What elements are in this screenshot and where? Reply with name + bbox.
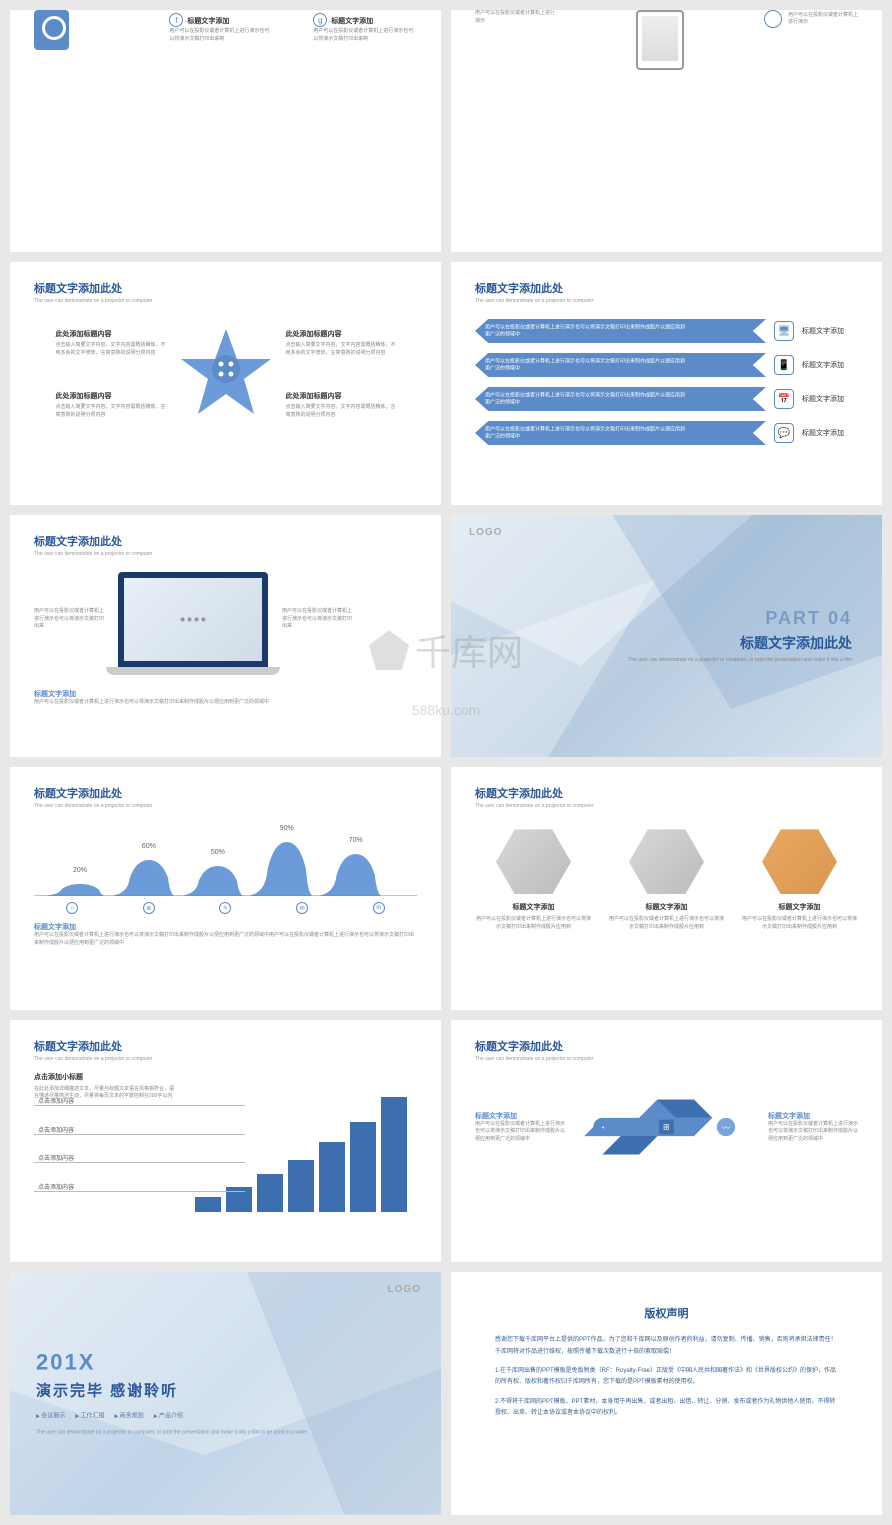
tag-1: 工作汇报 (75, 1411, 104, 1420)
star-quad-tr: 此处添加标题内容点击输入简要文字内容，文字内容需概括精炼，不用多余的文字修饰，言… (286, 329, 396, 357)
s1-item-2: g标题文字添加 用户可以在投影仪或者计算机上进行演示也可以将演示文稿打印出来制 (313, 10, 417, 43)
slide-title: 标题文字添加此处 (34, 533, 417, 549)
svg-text:⊞: ⊞ (663, 1122, 670, 1131)
growth-bar-4 (319, 1142, 345, 1212)
slide-subtitle: The user can demonstrate on a projector … (475, 803, 858, 809)
tag-2: 商务规划 (115, 1411, 144, 1420)
laptop-bottom-label: 标题文字添加 (34, 689, 417, 699)
slide-subtitle: The user can demonstrate on a projector … (34, 1056, 417, 1062)
arrow-row-0: 用户可以在投影仪或者计算机上进行演示也可以将演示文稿打印出来制作成胶片以便应用到… (475, 319, 858, 343)
tag-0: 会议展示 (36, 1411, 65, 1420)
chart-icon-0: ⌂ (66, 902, 78, 914)
chart-foot-text: 用户可以在投影仪或者计算机上进行演示也可以将演示文稿打印出来制作成胶片以便应用到… (34, 932, 417, 947)
slide-7-chart: 标题文字添加此处 The user can demonstrate on a p… (10, 767, 441, 1009)
slide-title: 标题文字添加此处 (475, 785, 858, 801)
part-number: PART 04 (628, 608, 852, 629)
arrow-row-1: 用户可以在投影仪或者计算机上进行演示也可以将演示文稿打印出来制作成胶片以便应用到… (475, 353, 858, 377)
laptop-mockup: ◉ ◉ ◉ ◉ (118, 572, 268, 667)
arrow-row-3: 用户可以在投影仪或者计算机上进行演示也可以将演示文稿打印出来制作成胶片以便应用到… (475, 421, 858, 445)
phone-mockup (636, 10, 684, 70)
slide-subtitle: The user can demonstrate on a projector … (475, 1056, 858, 1062)
slide-title: 标题文字添加此处 (34, 1038, 417, 1054)
svg-text:◔: ◔ (600, 1123, 605, 1132)
copyright-title: 版权声明 (475, 1305, 858, 1321)
pct-label-4: 70% (349, 837, 363, 844)
logo: LOGO (388, 1284, 421, 1295)
year: 201X (36, 1350, 307, 1376)
pct-label-3: 90% (280, 825, 294, 832)
slide-subtitle: The user can demonstrate on a projector … (34, 551, 417, 557)
slide-subtitle: The user can demonstrate on a projector … (34, 298, 417, 304)
chart-icon-4: in (373, 902, 385, 914)
zig-left: 标题文字添加 用户可以在投影仪或者计算机上进行演示也可以将演示文稿打印出来制作成… (475, 1111, 565, 1144)
star-quad-tl: 此处添加标题内容点击输入简要文字内容，文字内容需概括精炼，不用多余的文字修饰，言… (56, 329, 166, 357)
svg-text:〰: 〰 (722, 1123, 731, 1132)
section-title: 标题文字添加此处 (628, 633, 852, 653)
growth-bar-5 (350, 1122, 376, 1212)
arrow-icon-3: 💬 (774, 423, 794, 443)
facebook-icon: f (169, 13, 183, 27)
hexagon-1 (629, 829, 704, 894)
laptop-text-right: 用户可以在投影仪或者计算机上进行演示也可以将演示文稿打印出来 (282, 608, 352, 631)
arrow-row-2: 用户可以在投影仪或者计算机上进行演示也可以将演示文稿打印出来制作成胶片以便应用到… (475, 387, 858, 411)
slide-12-copyright: 版权声明 感谢您下载千库网平台上提供的PPT作品，为了您和千库网以及原创作者的利… (451, 1272, 882, 1514)
growth-bar-3 (288, 1160, 314, 1212)
s2-text-right: 用户可以在投影仪或者计算机上进行演示 (788, 12, 858, 27)
magnifier-icon (34, 10, 69, 50)
slide-9-growth: 标题文字添加此处 The user can demonstrate on a p… (10, 1020, 441, 1262)
slide-6-part04: LOGO PART 04 标题文字添加此处 The user can demon… (451, 515, 882, 757)
circle-icon (764, 10, 782, 28)
slide-subtitle: The user can demonstrate on a projector … (475, 298, 858, 304)
logo: LOGO (469, 527, 502, 538)
growth-bar-6 (381, 1097, 407, 1212)
star-quad-br: 此处添加标题内容点击输入简要文字内容，文字内容需概括精炼，言简意赅的说明分项内容 (286, 391, 396, 419)
thanks-text: 演示完毕 感谢聆听 (36, 1380, 307, 1401)
arrow-icon-1: 📱 (774, 355, 794, 375)
hex-item-0: 标题文字添加 用户可以在投影仪或者计算机上进行演示也可以将演示文稿打印出来制作成… (475, 829, 592, 931)
tag-3: 产品介绍 (154, 1411, 183, 1420)
pct-label-1: 60% (142, 843, 156, 850)
star-graphic: 此处添加标题内容点击输入简要文字内容，文字内容需概括精炼，不用多余的文字修饰，言… (176, 324, 276, 424)
chart-icon-1: ⊕ (143, 902, 155, 914)
closing-sub: The user can demonstrate on a projector … (36, 1430, 307, 1438)
section-subtitle: The user can demonstrate on a projector … (628, 657, 852, 665)
slide-5-laptop: 标题文字添加此处 The user can demonstrate on a p… (10, 515, 441, 757)
hexagon-0 (496, 829, 571, 894)
zigzag-graphic: ◔ ⊞ 〰 标题文字添加 标题文字添加 (575, 1087, 758, 1167)
slide-8-hexagons: 标题文字添加此处 The user can demonstrate on a p… (451, 767, 882, 1009)
s1-item-1: f标题文字添加 用户可以在投影仪或者计算机上进行演示也可以将演示文稿打印出来制 (169, 10, 273, 43)
slide-subtitle: The user can demonstrate on a projector … (34, 803, 417, 809)
slide-3-star: 标题文字添加此处 The user can demonstrate on a p… (10, 262, 441, 504)
star-quad-bl: 此处添加标题内容点击输入简要文字内容，文字内容需概括精炼，言简意赅的说明分项内容 (56, 391, 166, 419)
copyright-body: 感谢您下载千库网平台上提供的PPT作品，为了您和千库网以及原创作者的利益，请勿复… (475, 1335, 858, 1419)
slide-2: 用户可以在投影仪或者计算机上进行演示 用户可以在投影仪或者计算机上进行演示 (451, 10, 882, 252)
slide-10-zigzag: 标题文字添加此处 The user can demonstrate on a p… (451, 1020, 882, 1262)
slide-title: 标题文字添加此处 (475, 1038, 858, 1054)
slide-title: 标题文字添加此处 (34, 785, 417, 801)
google-icon: g (313, 13, 327, 27)
hex-item-1: 标题文字添加 用户可以在投影仪或者计算机上进行演示也可以将演示文稿打印出来制作成… (608, 829, 725, 931)
slide-4-arrows: 标题文字添加此处 The user can demonstrate on a p… (451, 262, 882, 504)
hexagon-2 (762, 829, 837, 894)
arrow-icon-0: 🖥 (774, 321, 794, 341)
laptop-text-left: 用户可以在投影仪或者计算机上进行演示也可以将演示文稿打印出来 (34, 608, 104, 631)
chart-foot-label: 标题文字添加 (34, 922, 417, 932)
slide-11-closing: LOGO 201X 演示完毕 感谢聆听 会议展示 工作汇报 商务规划 产品介绍 The… (10, 1272, 441, 1514)
slide-title: 标题文字添加此处 (34, 280, 417, 296)
chart-icon-2: ✎ (219, 902, 231, 914)
pct-label-2: 50% (211, 849, 225, 856)
arrow-icon-2: 📅 (774, 389, 794, 409)
hex-item-2: 标题文字添加 用户可以在投影仪或者计算机上进行演示也可以将演示文稿打印出来制作成… (741, 829, 858, 931)
slide-title: 标题文字添加此处 (475, 280, 858, 296)
watermark-sub: 588ku.com (412, 702, 480, 718)
s2-text-left: 用户可以在投影仪或者计算机上进行演示 (475, 10, 555, 25)
bump-chart: 20% 60% 50% 90% 70% ⌂ ⊕ ✎ ✉ in (34, 819, 417, 914)
growth-bar-2 (257, 1174, 283, 1212)
zig-right: 标题文字添加 用户可以在投影仪或者计算机上进行演示也可以将演示文稿打印出来制作成… (768, 1111, 858, 1144)
chart-icon-3: ✉ (296, 902, 308, 914)
pct-label-0: 20% (73, 867, 87, 874)
slide-1: f标题文字添加 用户可以在投影仪或者计算机上进行演示也可以将演示文稿打印出来制 … (10, 10, 441, 252)
laptop-bottom-text: 用户可以在投影仪或者计算机上进行演示也可以将演示文稿打印出来制作成胶片以便应用到… (34, 699, 417, 707)
